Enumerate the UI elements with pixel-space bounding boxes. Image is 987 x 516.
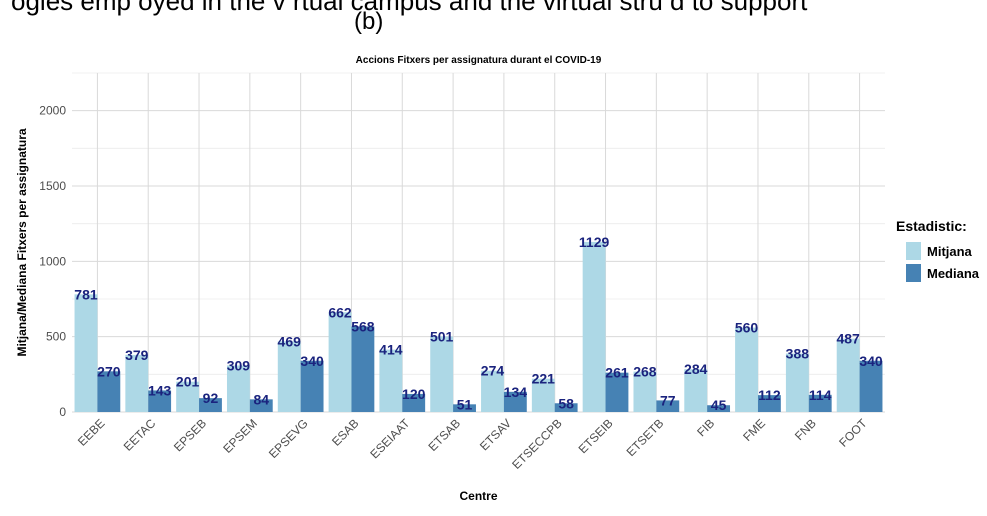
x-tick-label: FME [740, 416, 768, 444]
data-label-mitjana: 284 [684, 361, 708, 377]
x-tick-label: ETSECCPB [509, 416, 565, 472]
bar-mitjana [481, 370, 504, 412]
bar-mitjana [277, 341, 301, 412]
x-tick-label: EPSEVG [266, 416, 311, 461]
data-label-mediana: 261 [605, 365, 629, 381]
legend-label-mediana: Mediana [927, 265, 980, 281]
bar-mediana [199, 398, 222, 412]
data-label-mediana: 112 [758, 387, 781, 403]
data-label-mitjana: 469 [278, 333, 302, 349]
panel-label: (b) [354, 8, 384, 35]
bar-mitjana [836, 338, 860, 412]
data-label-mitjana: 662 [328, 304, 352, 320]
x-tick-label: EEBE [75, 416, 108, 449]
bar-mitjana [633, 371, 657, 412]
x-tick-label: ESAB [329, 416, 362, 449]
legend-title: Estadistic: [896, 218, 967, 234]
x-tick-label: ETSAV [477, 416, 514, 453]
data-label-mediana: 120 [402, 386, 426, 402]
chart-title: Accions Fitxers per assignatura durant e… [356, 55, 602, 66]
bar-mediana [249, 399, 273, 412]
data-label-mitjana: 1129 [579, 234, 610, 250]
bar-mitjana [531, 378, 555, 412]
data-label-mitjana: 414 [379, 342, 403, 358]
data-label-mediana: 51 [457, 396, 473, 412]
y-tick-label: 2000 [39, 104, 66, 118]
bar-mediana [148, 390, 172, 412]
y-tick-label: 1000 [39, 254, 66, 268]
data-label-mitjana: 221 [532, 371, 556, 387]
data-label-mitjana: 379 [125, 347, 149, 363]
bar-mediana [757, 395, 781, 412]
x-tick-label: FIB [694, 416, 717, 439]
data-label-mediana: 134 [504, 384, 528, 400]
bar-mitjana [379, 349, 403, 412]
legend: Estadistic: Mitjana Mediana [896, 218, 979, 284]
bar-mitjana [176, 381, 200, 412]
data-label-mediana: 114 [809, 387, 832, 403]
bar-mediana [707, 405, 731, 412]
bar-mediana [402, 393, 426, 412]
data-label-mediana: 340 [300, 353, 324, 369]
bar-mitjana [684, 369, 708, 412]
bar-mediana [453, 404, 476, 412]
x-tick-label: ETSETB [624, 416, 667, 459]
x-tick-label: FNB [792, 416, 819, 443]
data-label-mitjana: 501 [430, 329, 454, 345]
legend-item-mediana: Mediana [896, 262, 979, 284]
bar-mediana [605, 372, 629, 412]
data-label-mitjana: 560 [735, 320, 759, 336]
data-label-mediana: 58 [558, 395, 574, 411]
bar-mitjana [74, 294, 98, 412]
data-label-mediana: 143 [148, 382, 172, 398]
bar-mediana [503, 391, 527, 412]
data-label-mediana: 77 [660, 392, 676, 408]
bar-mediana [351, 326, 375, 412]
data-label-mitjana: 201 [176, 374, 200, 390]
bar-mitjana [328, 312, 352, 412]
x-tick-label: ETSEIB [576, 416, 616, 456]
bar-mitjana [226, 365, 250, 412]
legend-label-mitjana: Mitjana [927, 243, 972, 259]
bar-mitjana [582, 241, 606, 412]
legend-swatch-mitjana [906, 242, 921, 260]
legend-item-mitjana: Mitjana [896, 240, 979, 262]
data-label-mitjana: 487 [836, 331, 860, 347]
y-axis-label: Mitjana/Mediana Fitxers per assignatura [15, 128, 29, 356]
x-tick-label: ESEIAAT [367, 416, 413, 462]
bar-mitjana [125, 354, 149, 412]
x-tick-label: EPSEB [171, 416, 209, 454]
data-label-mitjana: 388 [786, 346, 810, 362]
x-tick-label: EPSEM [220, 416, 260, 456]
data-label-mediana: 84 [253, 391, 269, 407]
y-tick-label: 500 [46, 330, 66, 344]
x-tick-label: EETAC [121, 416, 159, 454]
data-label-mitjana: 781 [74, 286, 98, 302]
data-label-mitjana: 309 [227, 357, 251, 373]
legend-swatch-mediana [906, 264, 921, 282]
data-label-mediana: 568 [351, 318, 375, 334]
bar-mediana [97, 371, 121, 412]
data-label-mitjana: 274 [481, 363, 505, 379]
x-tick-label: ETSAB [425, 416, 463, 454]
bar-mediana [300, 360, 324, 412]
y-tick-label: 0 [59, 405, 66, 419]
bar-mitjana [735, 327, 758, 412]
bar-mediana [554, 403, 578, 412]
bar-mediana [808, 394, 832, 412]
bar-mitjana [785, 353, 809, 412]
cropped-caption-text: ogies emp oyed in the v rtual campus and… [11, 0, 808, 16]
bar-mediana [656, 400, 680, 412]
x-tick-label: FOOT [836, 416, 870, 450]
bar-mitjana [430, 336, 454, 412]
data-label-mediana: 270 [97, 363, 121, 379]
bar-mediana [859, 360, 883, 412]
data-label-mitjana: 268 [633, 364, 657, 380]
data-label-mediana: 45 [711, 397, 727, 413]
data-label-mediana: 92 [203, 390, 219, 406]
x-axis-label: Centre [459, 489, 497, 503]
data-label-mediana: 340 [859, 353, 883, 369]
y-tick-label: 1500 [39, 179, 66, 193]
